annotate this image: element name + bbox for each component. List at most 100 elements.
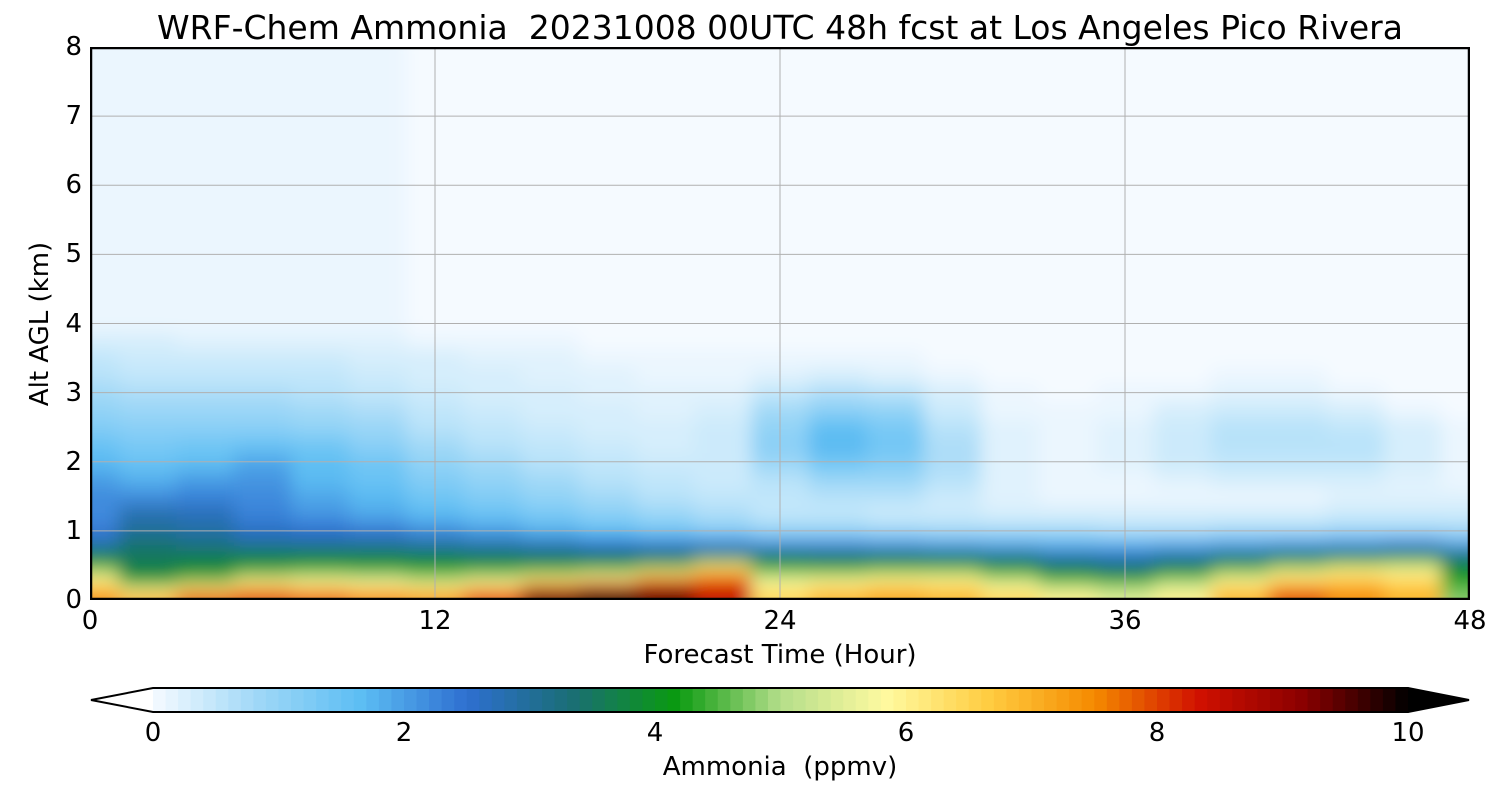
colorbar-segment — [1069, 687, 1083, 713]
heatmap-cell — [578, 332, 638, 351]
colorbar-tick-label: 8 — [1148, 718, 1166, 748]
heatmap-cell — [521, 435, 580, 454]
colorbar-segment — [755, 687, 769, 713]
heatmap-cell — [1153, 418, 1213, 437]
heatmap-cell — [176, 401, 235, 420]
heatmap-cell — [291, 505, 350, 524]
heatmap-cell — [291, 593, 350, 600]
heatmap-cell — [1211, 435, 1270, 454]
heatmap-cell — [981, 349, 1040, 368]
colorbar-segment — [767, 687, 782, 713]
heatmap-cell — [866, 565, 925, 574]
heatmap-cell — [866, 558, 925, 567]
heatmap-cell — [521, 549, 580, 560]
heatmap-cell — [1268, 487, 1328, 506]
heatmap-cell — [693, 470, 753, 489]
heatmap-cell — [1383, 435, 1443, 454]
heatmap-cell — [233, 366, 293, 385]
heatmap-cell — [693, 332, 753, 351]
x-tick-label: 48 — [1453, 606, 1487, 636]
heatmap-cell — [808, 418, 868, 437]
heatmap-cell — [176, 470, 235, 489]
heatmap-cell — [578, 366, 638, 385]
heatmap-cell — [1153, 586, 1213, 594]
colorbar-segment — [316, 687, 330, 713]
colorbar-segment — [943, 687, 957, 713]
colorbar-segment — [1131, 687, 1146, 713]
heatmap-cell — [521, 586, 580, 594]
heatmap-cell — [1268, 401, 1328, 420]
heatmap-cell — [348, 537, 408, 551]
heatmap-cell — [578, 47, 638, 333]
heatmap-cell — [1326, 332, 1385, 351]
colorbar-segment — [1106, 687, 1120, 713]
colorbar-segment — [253, 687, 267, 713]
colorbar-segment — [1018, 687, 1033, 713]
heatmap-cell — [636, 47, 695, 333]
heatmap-cell — [176, 487, 235, 506]
heatmap-cell — [1038, 565, 1098, 574]
heatmap-cell — [118, 418, 178, 437]
colorbar-segment — [880, 687, 895, 713]
colorbar-segment — [203, 687, 217, 713]
heatmap-cell — [118, 470, 178, 489]
heatmap-cell — [923, 349, 983, 368]
heatmap-cell — [1326, 418, 1385, 437]
colorbar-segment — [818, 687, 832, 713]
heatmap-cell — [348, 366, 408, 385]
colorbar-segment — [968, 687, 982, 713]
heatmap-cell — [176, 537, 235, 551]
colorbar-segment — [1257, 687, 1271, 713]
heatmap-cell — [808, 47, 868, 333]
heatmap-cell — [578, 586, 638, 594]
heatmap-cell — [808, 565, 868, 574]
heatmap-cell — [291, 349, 350, 368]
heatmap-cell — [1326, 549, 1385, 560]
heatmap-cell — [923, 470, 983, 489]
heatmap-cell — [1383, 558, 1443, 567]
heatmap-cell — [981, 586, 1040, 594]
colorbar-segment — [1056, 687, 1070, 713]
heatmap-cell — [291, 418, 350, 437]
heatmap-cell — [521, 537, 580, 551]
heatmap-cell — [348, 401, 408, 420]
heatmap-cell — [118, 435, 178, 454]
heatmap-cell — [981, 47, 1040, 333]
colorbar-tick-label: 4 — [646, 718, 664, 748]
colorbar-segment — [655, 687, 669, 713]
heatmap-cell — [866, 47, 925, 333]
heatmap-cell — [578, 537, 638, 551]
colorbar-segment — [855, 687, 869, 713]
heatmap-cell — [1268, 537, 1328, 551]
heatmap-cell — [808, 470, 868, 489]
heatmap-cell — [291, 572, 350, 581]
heatmap-plot — [90, 47, 1470, 600]
heatmap-cell — [981, 332, 1040, 351]
heatmap-cell — [578, 593, 638, 600]
colorbar-segment — [956, 687, 970, 713]
heatmap-cell — [1268, 505, 1328, 524]
heatmap-cell — [808, 487, 868, 506]
heatmap-cell — [923, 401, 983, 420]
heatmap-cell — [1038, 505, 1098, 524]
heatmap-cell — [521, 47, 580, 333]
colorbar-segment — [780, 687, 794, 713]
heatmap-cell — [233, 349, 293, 368]
heatmap-cell — [176, 558, 235, 567]
heatmap-cell — [578, 579, 638, 587]
heatmap-cell — [233, 549, 293, 560]
heatmap-cell — [1038, 487, 1098, 506]
heatmap-cell — [176, 366, 235, 385]
colorbar-segment — [1332, 687, 1346, 713]
colorbar-segment — [1232, 687, 1246, 713]
colorbar-segment — [868, 687, 882, 713]
heatmap-cell — [348, 418, 408, 437]
heatmap-cell — [866, 366, 925, 385]
colorbar-segment — [441, 687, 455, 713]
grid-lines — [90, 47, 1470, 600]
heatmap-cell — [291, 332, 350, 351]
heatmap-cell — [1038, 579, 1098, 587]
heatmap-cell — [866, 572, 925, 581]
heatmap-cell — [348, 435, 408, 454]
colorbar-segment — [303, 687, 317, 713]
